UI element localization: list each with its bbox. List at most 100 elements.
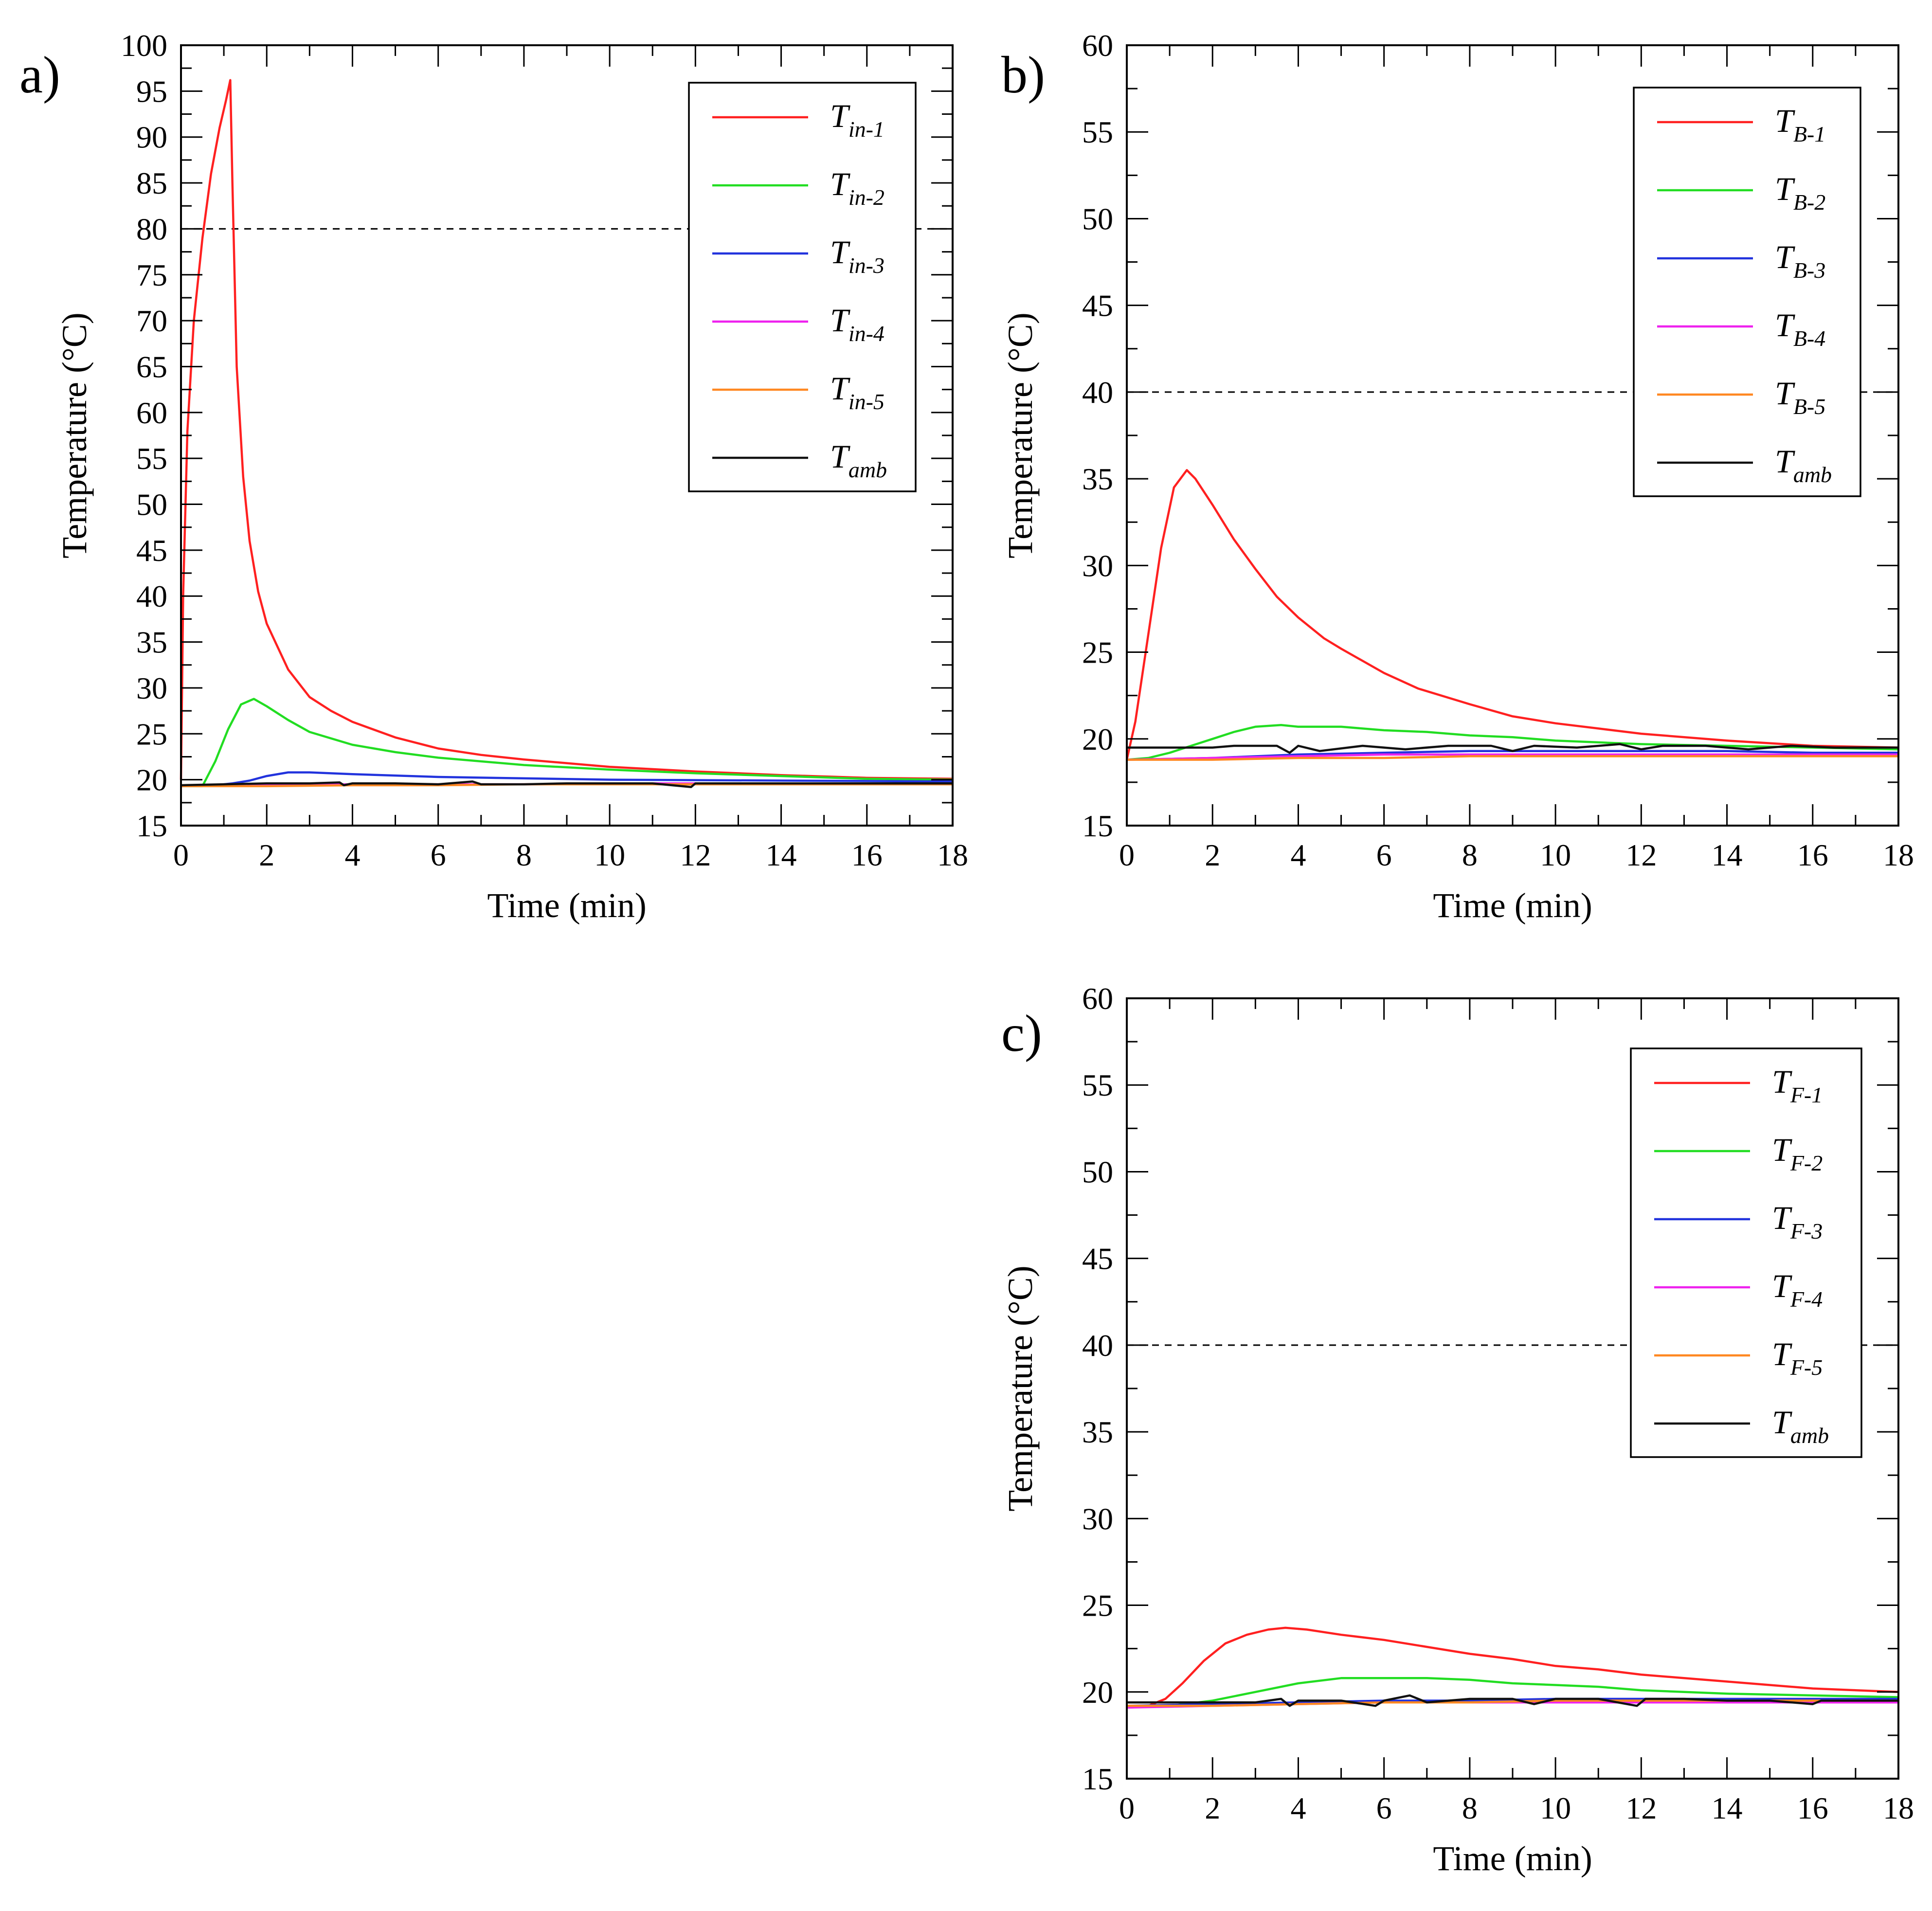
x-tick-label: 10: [594, 838, 625, 872]
series-line-B-4: [1126, 753, 1898, 761]
legend-label-F-3: TF-3: [1772, 1199, 1823, 1244]
legend-symbol: T: [1772, 1335, 1792, 1372]
x-tick-label: 14: [1712, 838, 1743, 872]
legend-label-amb: Tamb: [1775, 443, 1832, 487]
legend-box: [1633, 87, 1861, 497]
x-tick-label: 18: [1883, 1791, 1914, 1825]
y-tick-label: 20: [1082, 722, 1113, 757]
x-tick-label: 8: [1462, 1791, 1478, 1825]
legend-symbol: T: [1772, 1199, 1792, 1236]
y-tick-label: 35: [1082, 462, 1113, 496]
x-tick-label: 2: [259, 838, 274, 872]
y-tick-label: 50: [136, 487, 167, 522]
legend-subscript: B-2: [1793, 190, 1825, 215]
legend-subscript: in-5: [849, 389, 885, 414]
legend-label-F-5: TF-5: [1772, 1335, 1823, 1380]
x-tick-label: 2: [1205, 1791, 1220, 1825]
legend-subscript: B-4: [1793, 326, 1825, 351]
x-tick-label: 2: [1205, 838, 1220, 872]
y-tick-label: 25: [136, 717, 167, 751]
legend-label-F-1: TF-1: [1772, 1063, 1823, 1107]
legend-symbol: T: [1775, 375, 1795, 412]
legend-subscript: F-2: [1790, 1151, 1823, 1175]
legend-symbol: T: [830, 302, 850, 339]
y-axis-label: Temperature (°C): [55, 312, 94, 559]
y-tick-label: 70: [136, 304, 167, 338]
y-axis-label: Temperature (°C): [1001, 1265, 1040, 1512]
legend-symbol: T: [1775, 102, 1795, 139]
y-tick-label: 35: [136, 625, 167, 660]
legend-subscript: in-3: [849, 253, 885, 278]
y-tick-label: 15: [136, 809, 167, 843]
legend-label-B-3: TB-3: [1775, 238, 1825, 283]
series-line-amb: [1127, 1694, 1898, 1707]
legend-symbol: T: [830, 97, 850, 134]
y-tick-label: 55: [136, 441, 167, 476]
x-tick-label: 4: [344, 838, 360, 872]
x-tick-label: 12: [680, 838, 711, 872]
y-tick-label: 30: [136, 671, 167, 705]
panel-b-chart: b) 0 2 4 6 8 10 12 14 16 18 15 20 25 30 35 40 45 50 55 60 Tim…: [1001, 28, 1914, 925]
y-tick-label: 50: [1082, 1154, 1113, 1189]
series-line-B-1: [1125, 469, 1899, 760]
y-tick-label: 15: [1082, 809, 1113, 843]
legend-subscript: F-3: [1790, 1219, 1823, 1244]
y-tick-label: 80: [136, 212, 167, 246]
y-tick-label: 25: [1082, 635, 1113, 670]
series-line-F-1: [1126, 1626, 1899, 1709]
legend-subscript: F-5: [1790, 1355, 1823, 1380]
legend-label-in-5: Tin-5: [830, 370, 885, 414]
legend-label-B-2: TB-2: [1775, 170, 1825, 215]
legend-label-amb: Tamb: [1772, 1404, 1829, 1448]
x-axis-label: Time (min): [1433, 1839, 1592, 1878]
x-tick-label: 18: [1883, 838, 1914, 872]
x-tick-label: 18: [937, 838, 968, 872]
series-line-amb: [181, 780, 953, 788]
panel-c-chart: c) 0 2 4 6 8 10 12 14 16 18 15 20 25 30 35 40 45 50 55 60 Tim…: [1001, 981, 1914, 1878]
legend-label-amb: Tamb: [830, 438, 887, 482]
y-tick-label: 40: [1082, 1328, 1113, 1363]
legend-box: [1630, 1047, 1862, 1458]
legend-subscript: B-3: [1793, 258, 1825, 283]
y-tick-label: 25: [1082, 1588, 1113, 1623]
x-tick-label: 0: [173, 838, 189, 872]
legend-subscript: in-1: [849, 117, 885, 142]
legend-symbol: T: [1775, 306, 1795, 343]
x-tick-label: 14: [1712, 1791, 1743, 1825]
y-tick-label: 55: [1082, 115, 1113, 149]
x-axis-label: Time (min): [1433, 886, 1592, 925]
legend-subscript: amb: [849, 457, 887, 482]
y-tick-label: 15: [1082, 1762, 1113, 1796]
x-tick-label: 16: [1797, 1791, 1828, 1825]
y-tick-label: 20: [1082, 1675, 1113, 1710]
legend-label-in-1: Tin-1: [830, 97, 885, 142]
legend-symbol: T: [1775, 238, 1795, 275]
x-tick-label: 8: [1462, 838, 1478, 872]
x-tick-label: 4: [1290, 838, 1306, 872]
x-tick-label: 12: [1625, 1791, 1657, 1825]
legend-symbol: T: [1772, 1267, 1792, 1304]
legend-subscript: F-1: [1790, 1082, 1823, 1107]
y-tick-label: 50: [1082, 201, 1113, 236]
x-tick-label: 10: [1540, 1791, 1571, 1825]
x-axis-label: Time (min): [487, 886, 646, 925]
x-tick-label: 12: [1625, 838, 1657, 872]
legend-symbol: T: [1772, 1131, 1792, 1168]
y-tick-label: 20: [136, 763, 167, 797]
y-tick-label: 60: [1082, 981, 1113, 1016]
y-tick-label: 95: [136, 74, 167, 108]
x-tick-label: 16: [851, 838, 883, 872]
series-line-B-5: [1127, 755, 1898, 761]
legend-label-F-4: TF-4: [1772, 1267, 1823, 1312]
legend-subscript: in-4: [849, 321, 885, 346]
y-tick-label: 45: [136, 533, 167, 568]
legend-subscript: in-2: [849, 185, 885, 210]
legend-label-in-3: Tin-3: [830, 234, 885, 278]
y-tick-label: 45: [1082, 288, 1113, 323]
legend-subscript: B-1: [1793, 122, 1825, 146]
y-tick-label: 60: [1082, 28, 1113, 63]
x-tick-label: 0: [1119, 1791, 1135, 1825]
